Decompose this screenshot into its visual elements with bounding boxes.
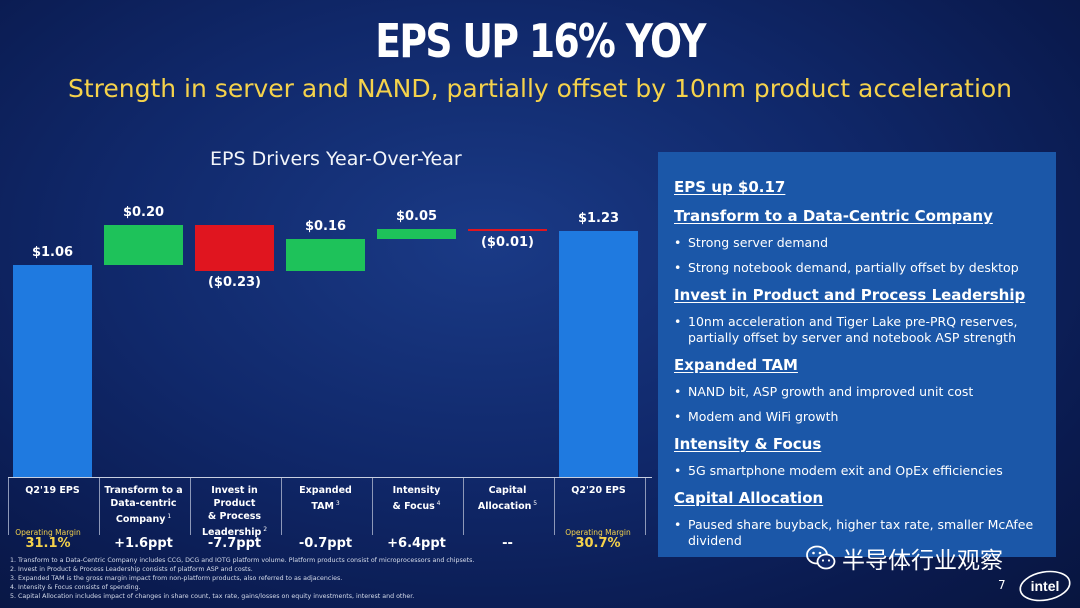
panel-bullet: • Strong notebook demand, partially offse… bbox=[674, 260, 1019, 275]
footnote-1: 1. Transform to a Data-Centric Company i… bbox=[10, 557, 475, 564]
category-label: Q2'19 EPS bbox=[25, 485, 80, 496]
chart-bar bbox=[104, 225, 183, 265]
footnote-5: 5. Capital Allocation includes impact of… bbox=[10, 593, 415, 600]
axis-separator bbox=[554, 477, 555, 535]
panel-heading-intensity-focus: Intensity & Focus bbox=[674, 435, 822, 453]
category-label: Q2'20 EPS bbox=[571, 485, 626, 496]
slide-subtitle: Strength in server and NAND, partially o… bbox=[67, 74, 1013, 103]
margin-delta: -- bbox=[502, 536, 513, 551]
panel-heading-leadership: Invest in Product and Process Leadership bbox=[674, 286, 1026, 304]
svg-text:intel: intel bbox=[1031, 578, 1060, 594]
operating-margin-label-end: Operating Margin bbox=[565, 528, 631, 537]
bar-value-label: ($0.23) bbox=[207, 275, 261, 290]
chart-bar bbox=[377, 229, 456, 239]
explanation-panel: EPS up $0.17 Transform to a Data-Centric… bbox=[658, 152, 1056, 557]
footnote-3: 3. Expanded TAM is the gross margin impa… bbox=[10, 575, 343, 582]
chart-title: EPS Drivers Year-Over-Year bbox=[210, 148, 462, 170]
axis-separator bbox=[190, 477, 191, 535]
bar-value-label: $0.05 bbox=[395, 209, 438, 224]
panel-heading-data-centric: Transform to a Data-Centric Company bbox=[674, 207, 993, 225]
chart-bar bbox=[195, 225, 274, 271]
panel-heading-eps: EPS up $0.17 bbox=[674, 178, 786, 196]
operating-margin-end: 30.7% bbox=[575, 536, 621, 551]
chart-bar bbox=[559, 231, 638, 477]
wechat-watermark: 半导体行业观察 bbox=[806, 541, 1003, 575]
axis-separator bbox=[463, 477, 464, 535]
bar-value-label: $0.20 bbox=[122, 205, 165, 220]
panel-heading-capital-allocation: Capital Allocation bbox=[674, 489, 824, 507]
axis-separator bbox=[372, 477, 373, 535]
axis-separator bbox=[281, 477, 282, 535]
margin-delta: +6.4ppt bbox=[387, 536, 446, 551]
panel-bullet: • 5G smartphone modem exit and OpEx effic… bbox=[674, 463, 1003, 478]
category-label: Transform to a Data-centric Company 1 bbox=[104, 485, 183, 526]
bar-value-label: ($0.01) bbox=[480, 235, 534, 250]
margin-delta: +1.6ppt bbox=[114, 536, 173, 551]
category-label: Invest in Product & Process Leadership 2 bbox=[201, 485, 268, 539]
panel-bullet: • 10nm acceleration and Tiger Lake pre-PR… bbox=[674, 314, 1018, 345]
wechat-icon bbox=[806, 545, 836, 570]
operating-margin-label-start: Operating Margin bbox=[15, 528, 81, 537]
intel-logo: intel bbox=[1019, 570, 1071, 602]
watermark-text: 半导体行业观察 bbox=[842, 548, 1003, 574]
footnotes: 1. Transform to a Data-Centric Company i… bbox=[10, 556, 474, 601]
bar-value-label: $1.23 bbox=[577, 211, 620, 226]
chart-bar bbox=[13, 265, 92, 477]
slide-title: EPS UP 16% YOY bbox=[375, 14, 706, 68]
bar-value-label: $1.06 bbox=[31, 245, 74, 260]
chart-bar bbox=[468, 229, 547, 231]
margin-delta: -0.7ppt bbox=[298, 536, 353, 551]
bar-value-label: $0.16 bbox=[304, 219, 347, 234]
x-axis-line bbox=[8, 477, 652, 478]
chart-bar bbox=[286, 239, 365, 271]
panel-bullet: • Strong server demand bbox=[674, 235, 829, 250]
category-label: Intensity & Focus 4 bbox=[392, 485, 441, 513]
axis-separator bbox=[99, 477, 100, 535]
category-label: Capital Allocation 5 bbox=[477, 485, 538, 513]
operating-margin-start: 31.1% bbox=[25, 536, 71, 551]
footnote-2: 2. Invest in Product & Process Leadershi… bbox=[10, 566, 253, 573]
axis-separator bbox=[8, 477, 9, 535]
category-label: Expanded TAM 3 bbox=[299, 485, 352, 513]
panel-heading-expanded-tam: Expanded TAM bbox=[674, 356, 798, 374]
page-number: 7 bbox=[998, 578, 1006, 592]
panel-bullet: • NAND bit, ASP growth and improved unit … bbox=[674, 384, 974, 399]
margin-delta: -7.7ppt bbox=[207, 536, 262, 551]
footnote-4: 4. Intensity & Focus consists of spendin… bbox=[10, 584, 141, 591]
panel-bullet: • Paused share buyback, higher tax rate, … bbox=[674, 517, 1034, 548]
panel-bullet: • Modem and WiFi growth bbox=[674, 409, 839, 424]
axis-separator bbox=[645, 477, 646, 535]
